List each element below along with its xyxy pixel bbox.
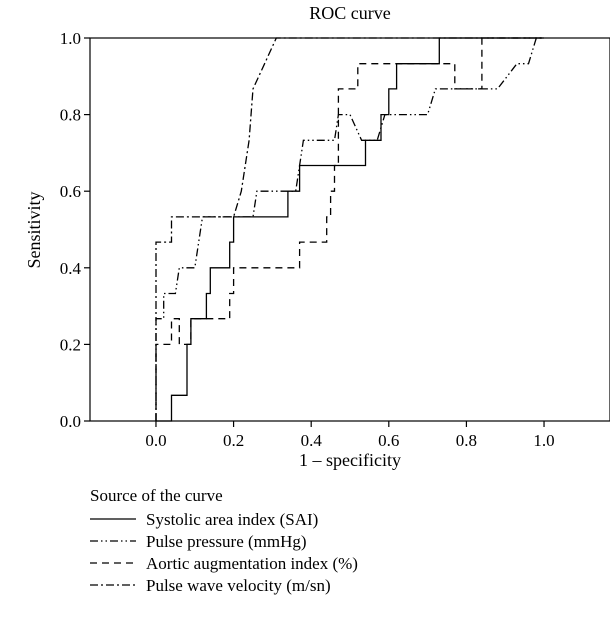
legend: Source of the curve Systolic area index … [90,484,358,596]
chart-title: ROC curve [309,3,390,23]
legend-item-sai: Systolic area index (SAI) [90,508,358,530]
legend-item-pulse-pressure: Pulse pressure (mmHg) [90,530,358,552]
x-tick-label: 0.4 [301,431,323,450]
x-tick-label: 0.6 [378,431,399,450]
x-tick-label: 0.0 [145,431,166,450]
legend-title: Source of the curve [90,486,223,505]
y-tick-label: 0.2 [60,335,81,354]
series-line-systolic-area-index-sai [156,37,544,422]
y-tick-label: 0.6 [60,182,81,201]
series-line-aortic-augmentation-index [155,37,544,421]
y-tick-label: 0.0 [60,412,81,431]
legend-label-sai: Systolic area index (SAI) [146,509,319,529]
legend-swatch-sai [90,518,136,520]
x-tick-label: 0.2 [223,431,244,450]
y-tick-label: 0.8 [60,106,81,125]
legend-swatch-pulse-wave-velocity [90,584,136,586]
legend-swatch-pulse-pressure [90,540,136,542]
y-tick-label: 1.0 [60,29,81,48]
series-line-pulse-wave-velocity-m-sn [155,37,544,421]
x-tick-label: 1.0 [533,431,554,450]
legend-label-pulse-wave-velocity: Pulse wave velocity (m/sn) [146,575,331,595]
x-tick-label: 0.8 [456,431,477,450]
legend-item-aortic-augmentation: Aortic augmentation index (%) [90,552,358,574]
legend-label-aortic-augmentation: Aortic augmentation index (%) [146,553,358,573]
series-line-pulse-pressure-mmhg [155,37,544,421]
x-axis-label: 1 – specificity [299,450,401,470]
y-axis-label: Sensitivity [24,191,44,268]
y-tick-label: 0.4 [60,259,82,278]
roc-chart: ROC curve Sensitivity 1 – specificity 0.… [24,3,610,470]
plot-frame [89,37,610,422]
legend-label-pulse-pressure: Pulse pressure (mmHg) [146,531,307,551]
legend-swatch-aortic-augmentation [90,562,136,564]
legend-item-pulse-wave-velocity: Pulse wave velocity (m/sn) [90,574,358,596]
